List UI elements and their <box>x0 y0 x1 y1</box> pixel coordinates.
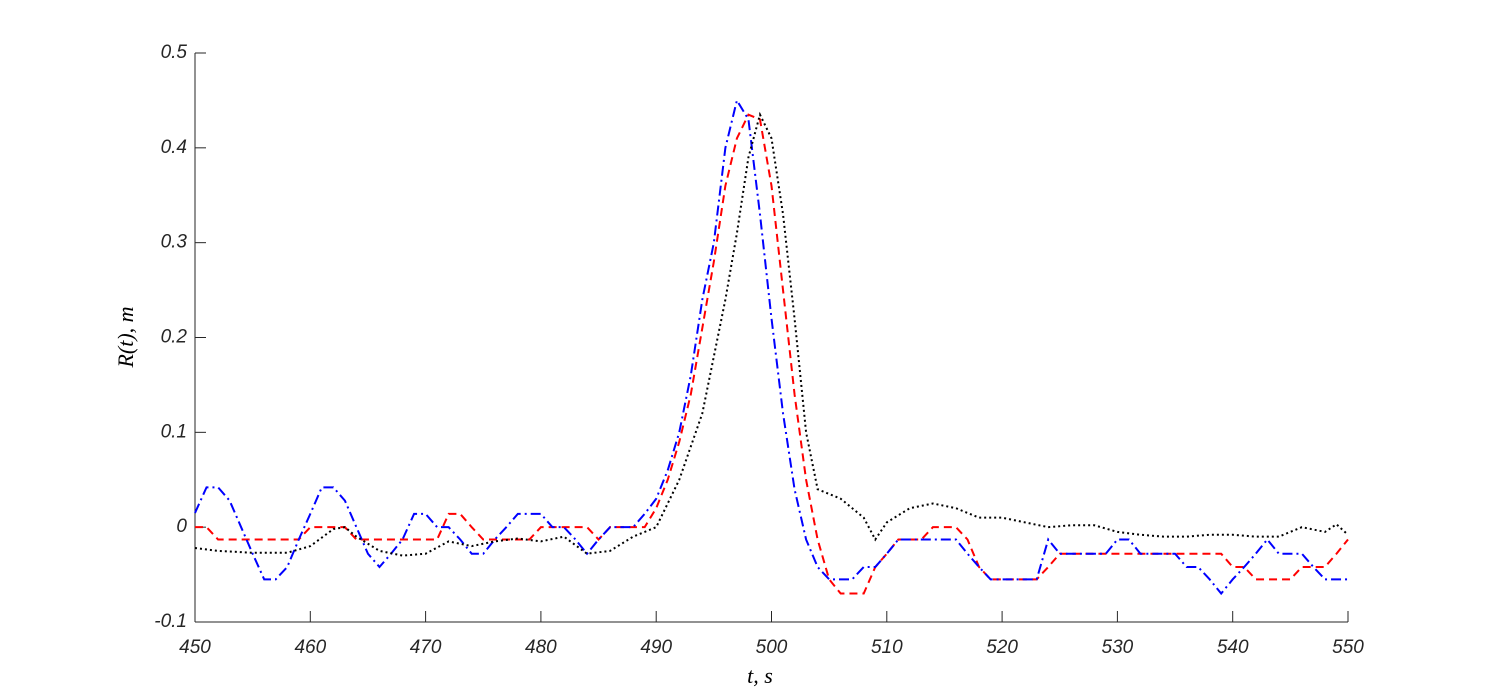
x-tick-label: 550 <box>1332 637 1364 658</box>
x-tick-label: 490 <box>640 637 672 658</box>
x-tick-label: 510 <box>871 637 903 658</box>
y-tick-label: 0.5 <box>161 42 188 63</box>
x-tick-label: 450 <box>179 637 211 658</box>
x-tick-label: 540 <box>1217 637 1249 658</box>
series-line <box>194 97 1348 596</box>
y-axis-label: R(t), m <box>113 306 138 368</box>
x-axis-label: t, s <box>747 663 773 688</box>
x-tick-label: 520 <box>986 637 1018 658</box>
x-tick-label: 480 <box>525 637 557 658</box>
x-tick-label: 460 <box>294 637 326 658</box>
y-tick-label: 0 <box>176 516 187 537</box>
y-tick-label: 0.2 <box>161 327 188 348</box>
y-tick-label: 0.1 <box>161 421 187 442</box>
x-tick-label: 530 <box>1102 637 1134 658</box>
series-line <box>195 113 1349 595</box>
x-tick-label: 500 <box>756 637 788 658</box>
series-line <box>194 111 1349 557</box>
y-tick-label: 0.3 <box>161 232 188 253</box>
y-tick-label: -0.1 <box>154 611 187 632</box>
y-tick-label: 0.4 <box>161 137 187 158</box>
x-tick-label: 470 <box>410 637 442 658</box>
